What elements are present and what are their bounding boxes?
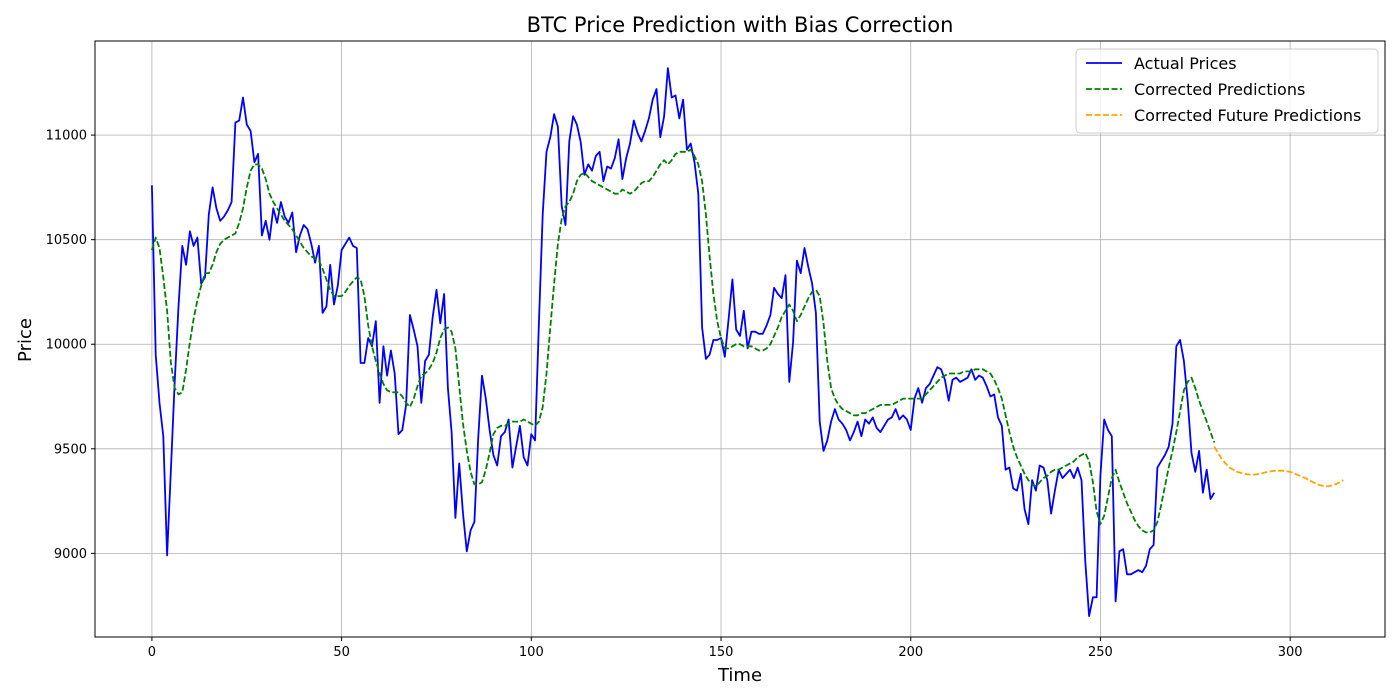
x-tick-label: 0 [148,645,156,660]
x-tick-label: 200 [898,645,923,660]
y-tick-label: 10000 [46,338,87,353]
chart-title: BTC Price Prediction with Bias Correctio… [527,13,954,37]
legend-label-2: Corrected Future Predictions [1134,106,1361,125]
y-tick-label: 10500 [46,233,87,248]
x-tick-label: 250 [1088,645,1113,660]
legend-label-0: Actual Prices [1134,54,1237,73]
y-tick-label: 9000 [54,547,87,562]
x-tick-label: 150 [709,645,734,660]
x-tick-label: 50 [333,645,350,660]
series-line-2 [1213,446,1344,488]
plot-frame [94,40,1386,638]
legend-box [1075,48,1379,134]
y-tick-label: 9500 [54,442,87,457]
series-layer [151,67,1344,617]
x-tick-label: 100 [519,645,544,660]
series-line-0 [151,67,1216,617]
series-line-1 [151,148,1216,534]
x-axis-label: Time [717,665,762,686]
y-tick-label: 11000 [46,129,87,144]
y-axis-label: Price [15,318,36,362]
legend-label-1: Corrected Predictions [1134,80,1305,99]
legend: Actual Prices Corrected Predictions Correc… [1075,48,1379,134]
axis-ticks: 0 50 100 150 200 250 300 9000 9500 10000 10500 1100… [46,129,1303,660]
x-tick-label: 300 [1278,645,1303,660]
